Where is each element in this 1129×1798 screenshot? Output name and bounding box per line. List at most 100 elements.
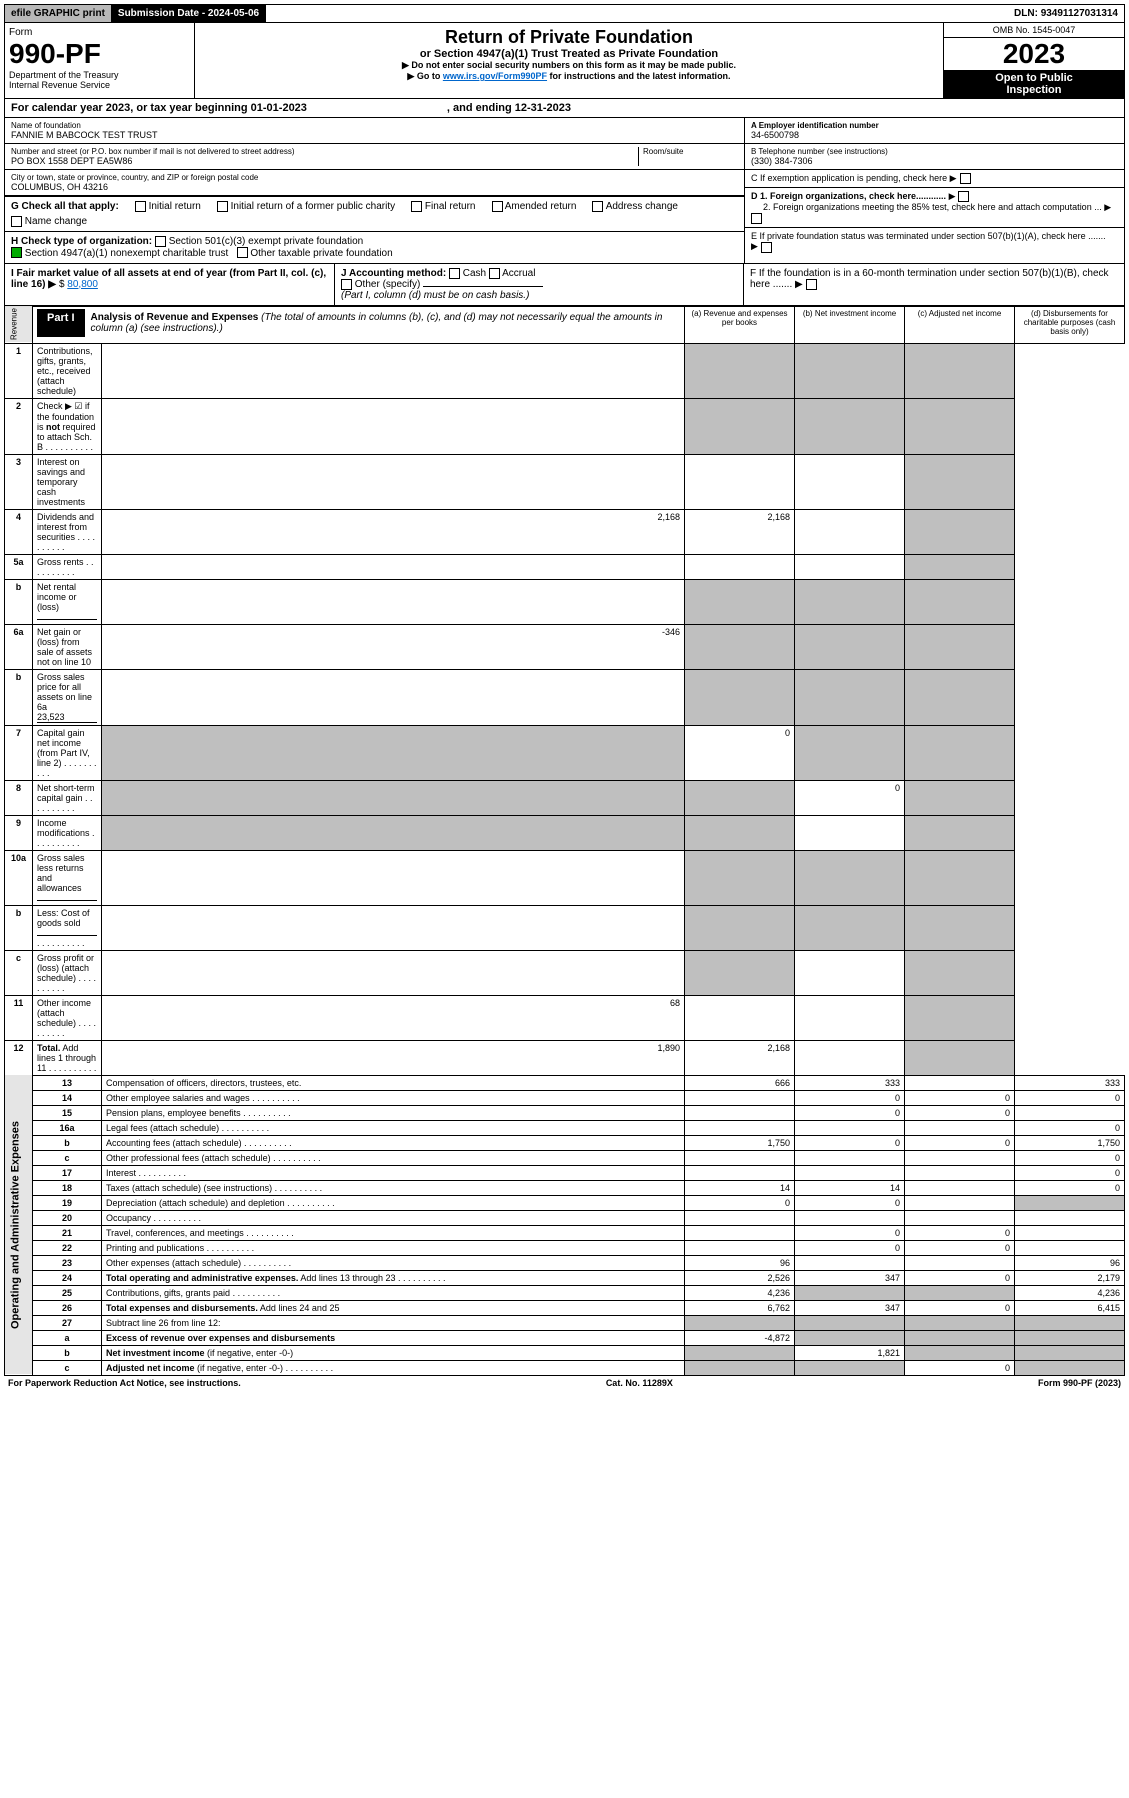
line-number: 20 [33,1210,102,1225]
table-row: aExcess of revenue over expenses and dis… [5,1330,1125,1345]
table-row: 24Total operating and administrative exp… [5,1270,1125,1285]
cell [1015,1105,1125,1120]
table-row: 20Occupancy [5,1210,1125,1225]
cell [795,995,905,1040]
line-desc: Total operating and administrative expen… [102,1270,685,1285]
line-number: 4 [5,509,33,554]
d2: 2. Foreign organizations meeting the 85%… [751,202,1102,212]
cell: 0 [795,1090,905,1105]
col-d: (d) Disbursements for charitable purpose… [1015,306,1125,343]
efile-label[interactable]: efile GRAPHIC print [5,5,112,22]
cell: 333 [1015,1075,1125,1090]
cell: 14 [685,1180,795,1195]
line-desc: Capital gain net income (from Part IV, l… [33,725,102,780]
cell [685,1315,795,1330]
cell [102,554,685,579]
cell [905,725,1015,780]
cell [685,815,795,850]
cell [685,1360,795,1375]
line-number: 23 [33,1255,102,1270]
cell: -346 [102,624,685,669]
cell: 96 [685,1255,795,1270]
line-number: 5a [5,554,33,579]
cell [905,1285,1015,1300]
room-label: Room/suite [638,147,738,166]
cell [795,669,905,725]
table-row: 8Net short-term capital gain0 [5,780,1125,815]
line-number: 11 [5,995,33,1040]
line-desc: Other income (attach schedule) [33,995,102,1040]
cell [685,1240,795,1255]
cell [905,1120,1015,1135]
e-label: E If private foundation status was termi… [751,231,1106,241]
calendar-year: For calendar year 2023, or tax year begi… [4,99,1125,118]
line-desc: Contributions, gifts, grants, etc., rece… [33,343,102,398]
line-desc: Pension plans, employee benefits [102,1105,685,1120]
table-row: 22Printing and publications00 [5,1240,1125,1255]
cell [905,1040,1015,1075]
form-link[interactable]: www.irs.gov/Form990PF [443,71,547,81]
form-word: Form [9,27,190,38]
part1-table: Revenue Part I Analysis of Revenue and E… [4,306,1125,1376]
cell [102,669,685,725]
line-desc: Gross profit or (loss) (attach schedule) [33,950,102,995]
line-desc: Gross sales price for all assets on line… [33,669,102,725]
cell [905,1330,1015,1345]
line-number: 12 [5,1040,33,1075]
phone-label: B Telephone number (see instructions) [751,147,1118,156]
table-row: 1Contributions, gifts, grants, etc., rec… [5,343,1125,398]
dept: Department of the Treasury [9,70,190,80]
fmv[interactable]: 80,800 [67,279,98,290]
section-f: F If the foundation is in a 60-month ter… [744,264,1124,305]
cell [102,950,685,995]
cell [685,1210,795,1225]
cell [795,905,905,950]
form-number: 990-PF [9,38,190,70]
tax-year: 2023 [944,38,1124,70]
cell [102,780,685,815]
footer-right: Form 990-PF (2023) [1038,1378,1121,1388]
cell: 347 [795,1300,905,1315]
cell [905,1180,1015,1195]
table-row: 23Other expenses (attach schedule)9696 [5,1255,1125,1270]
line-number: 2 [5,398,33,454]
cell [685,554,795,579]
line-desc: Net investment income (if negative, ente… [102,1345,685,1360]
line-number: a [33,1330,102,1345]
section-g: G Check all that apply: Initial return I… [5,196,744,231]
cell: 68 [102,995,685,1040]
table-row: 2Check ▶ ☑ if the foundation is not requ… [5,398,1125,454]
ein: 34-6500798 [751,130,1118,140]
line-desc: Travel, conferences, and meetings [102,1225,685,1240]
cell: 0 [905,1105,1015,1120]
cell: 0 [905,1135,1015,1150]
part1-title: Analysis of Revenue and Expenses (The to… [85,309,680,337]
line-number: 15 [33,1105,102,1120]
cell [685,1345,795,1360]
cell [102,725,685,780]
cell: 2,179 [1015,1270,1125,1285]
cell: 2,168 [685,1040,795,1075]
line-number: 7 [5,725,33,780]
cell [685,1165,795,1180]
line-number: 17 [33,1165,102,1180]
cell [905,624,1015,669]
row-ijf: I Fair market value of all assets at end… [4,264,1125,306]
cell [1015,1225,1125,1240]
note2: ▶ Go to www.irs.gov/Form990PF for instru… [199,71,939,82]
line-number: 1 [5,343,33,398]
form-title: Return of Private Foundation [199,27,939,48]
table-row: bGross sales price for all assets on lin… [5,669,1125,725]
cell [905,1075,1015,1090]
cell: 0 [905,1240,1015,1255]
cell [905,398,1015,454]
line-number: 24 [33,1270,102,1285]
entity-block: Name of foundationFANNIE M BABCOCK TEST … [4,118,1125,264]
line-desc: Total expenses and disbursements. Add li… [102,1300,685,1315]
cell [102,454,685,509]
city-label: City or town, state or province, country… [11,173,738,182]
line-desc: Occupancy [102,1210,685,1225]
section-h: H Check type of organization: Section 50… [5,231,744,262]
cell [795,624,905,669]
cell: 4,236 [685,1285,795,1300]
